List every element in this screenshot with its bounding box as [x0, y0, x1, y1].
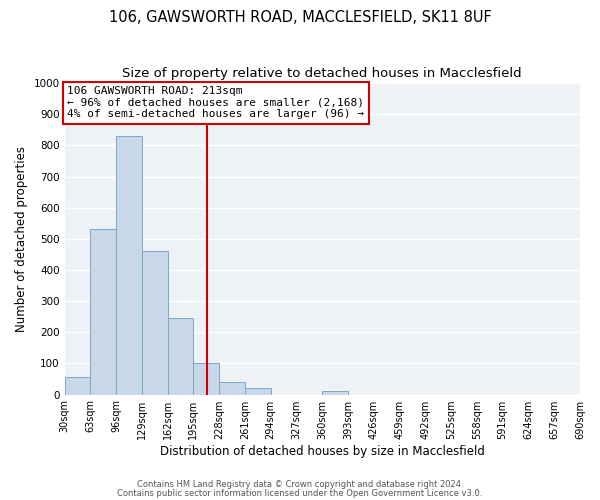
- Text: Contains public sector information licensed under the Open Government Licence v3: Contains public sector information licen…: [118, 488, 482, 498]
- Bar: [219, 382, 245, 394]
- Bar: [91, 230, 116, 394]
- Text: 106 GAWSWORTH ROAD: 213sqm
← 96% of detached houses are smaller (2,168)
4% of se: 106 GAWSWORTH ROAD: 213sqm ← 96% of deta…: [67, 86, 364, 120]
- Bar: [116, 136, 142, 394]
- Bar: [322, 392, 348, 394]
- Bar: [65, 378, 91, 394]
- Bar: [142, 252, 167, 394]
- Text: Contains HM Land Registry data © Crown copyright and database right 2024.: Contains HM Land Registry data © Crown c…: [137, 480, 463, 489]
- Bar: [167, 318, 193, 394]
- Title: Size of property relative to detached houses in Macclesfield: Size of property relative to detached ho…: [122, 68, 522, 80]
- Y-axis label: Number of detached properties: Number of detached properties: [15, 146, 28, 332]
- Text: 106, GAWSWORTH ROAD, MACCLESFIELD, SK11 8UF: 106, GAWSWORTH ROAD, MACCLESFIELD, SK11 …: [109, 10, 491, 25]
- X-axis label: Distribution of detached houses by size in Macclesfield: Distribution of detached houses by size …: [160, 444, 485, 458]
- Bar: [245, 388, 271, 394]
- Bar: [193, 364, 219, 394]
